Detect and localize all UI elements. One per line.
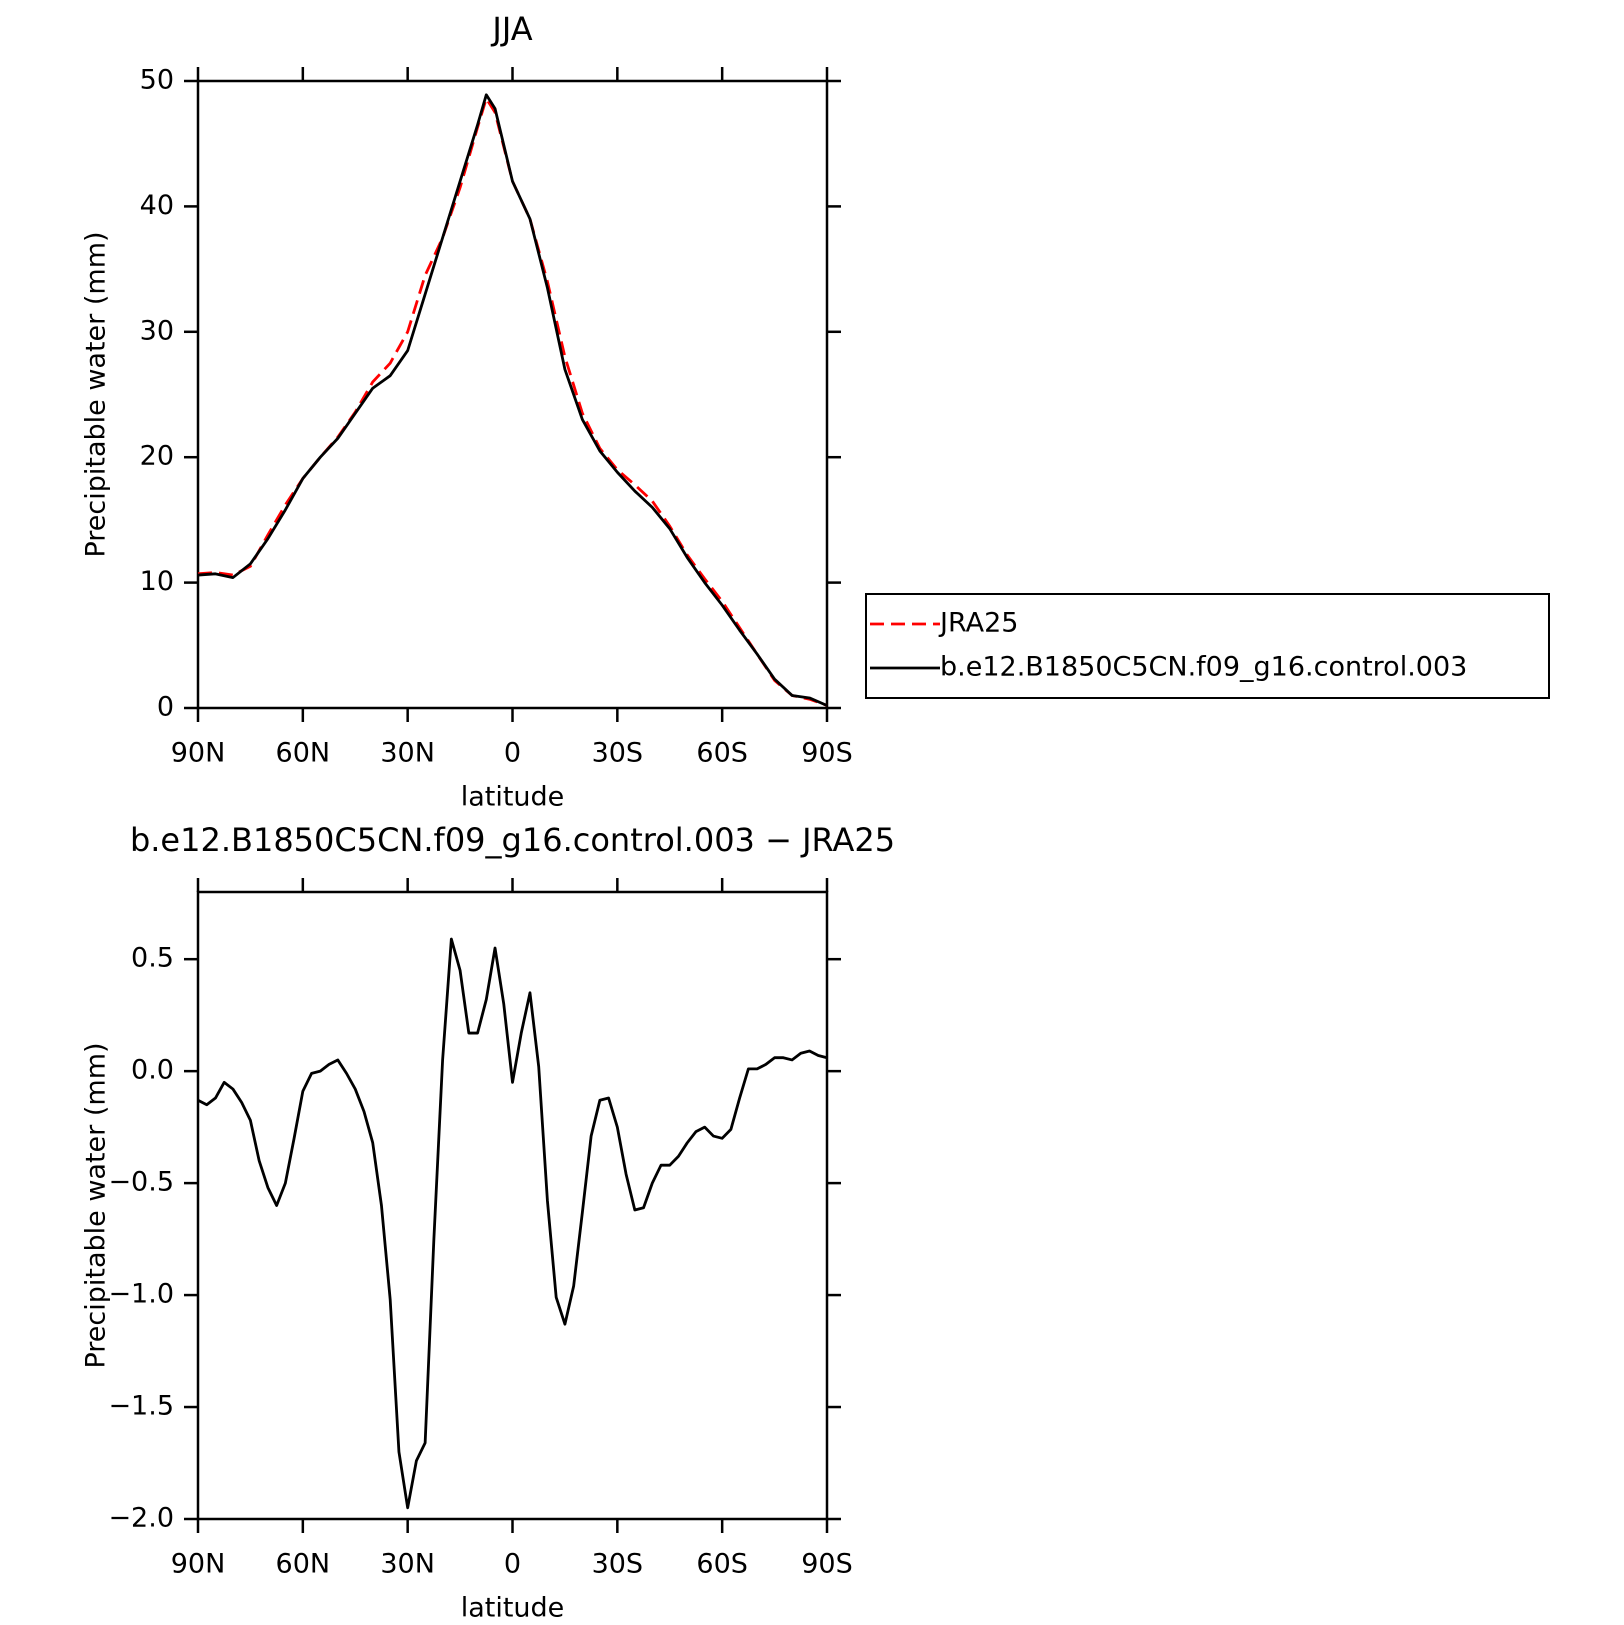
data-line: [197, 97, 828, 707]
x-tick-label: 60S: [696, 1549, 748, 1580]
x-tick-label: 90N: [171, 738, 226, 769]
data-line: [197, 937, 828, 1510]
plot-frame: [196, 890, 829, 1521]
y-tick-label: 40: [140, 190, 174, 221]
x-tick-label: 90S: [801, 738, 853, 769]
x-axis-label: latitude: [461, 782, 565, 813]
y-axis-label: Precipitable water (mm): [81, 1042, 112, 1368]
data-line: [197, 93, 828, 707]
y-tick-label: 30: [140, 315, 174, 346]
x-tick-label: 30N: [380, 738, 435, 769]
x-axis-label: latitude: [461, 1593, 565, 1624]
x-tick-label: 60N: [276, 1549, 331, 1580]
x-tick-label: 0: [504, 738, 521, 769]
chart-title: JJA: [490, 10, 532, 48]
legend-label: b.e12.B1850C5CN.f09_g16.control.003: [940, 652, 1467, 683]
x-tick-label: 90N: [171, 1549, 226, 1580]
y-tick-label: −2.0: [108, 1503, 174, 1534]
plot-frame: [196, 79, 829, 710]
x-tick-label: 30S: [592, 738, 644, 769]
x-tick-label: 90S: [801, 1549, 853, 1580]
x-tick-label: 60N: [276, 738, 331, 769]
y-tick-label: −0.5: [108, 1167, 174, 1198]
y-tick-label: 10: [140, 566, 174, 597]
x-tick-label: 30S: [592, 1549, 644, 1580]
y-tick-label: 0.5: [131, 943, 174, 974]
y-axis-label: Precipitable water (mm): [81, 231, 112, 557]
chart-title: b.e12.B1850C5CN.f09_g16.control.003 − JR…: [130, 821, 895, 859]
x-tick-label: 60S: [696, 738, 748, 769]
x-tick-label: 30N: [380, 1549, 435, 1580]
x-tick-label: 0: [504, 1549, 521, 1580]
y-tick-label: 0: [157, 692, 174, 723]
y-tick-label: 0.0: [131, 1055, 174, 1086]
legend-label: JRA25: [938, 608, 1018, 639]
y-tick-label: −1.5: [108, 1391, 174, 1422]
y-tick-label: 50: [140, 65, 174, 96]
y-tick-label: 20: [140, 441, 174, 472]
legend-box: [865, 593, 1550, 699]
y-tick-label: −1.0: [108, 1279, 174, 1310]
